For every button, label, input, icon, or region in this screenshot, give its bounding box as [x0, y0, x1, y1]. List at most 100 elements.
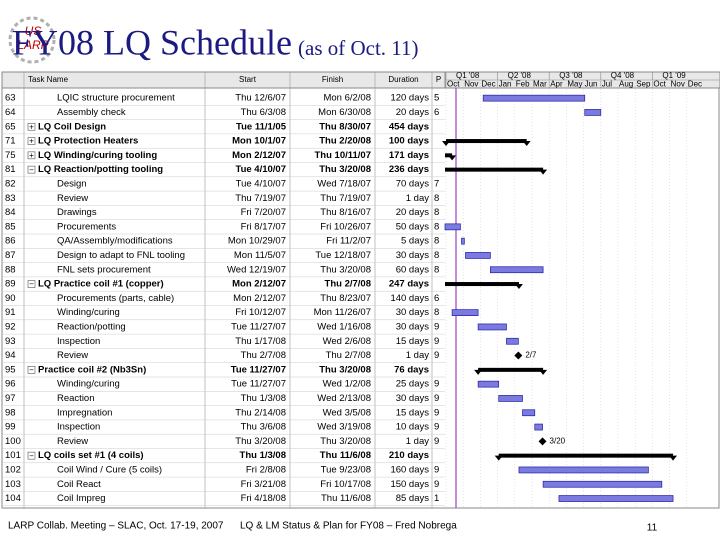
summary-bar: [498, 453, 674, 458]
duration: 5 days: [401, 236, 429, 247]
column-header: Start: [239, 75, 257, 84]
row-id: 95: [5, 364, 16, 375]
predecessor: 7: [434, 178, 439, 189]
row-id: 100: [5, 436, 21, 447]
column-header: P: [436, 75, 441, 84]
summary-end: [448, 155, 457, 161]
logo-text: US: [25, 24, 42, 38]
duration: 247 days: [389, 279, 429, 290]
finish-date: Wed 2/6/08: [323, 336, 371, 347]
start-date: Fri 8/17/07: [241, 221, 286, 232]
month-label: Apr: [550, 80, 563, 89]
quarter-label: Q1 '08: [456, 71, 480, 80]
quarter-label: Q3 '08: [559, 71, 583, 80]
finish-date: Thu 3/20/08: [320, 436, 371, 447]
finish-date: Thu 3/20/08: [320, 264, 371, 275]
finish-date: Tue 12/18/07: [315, 250, 371, 261]
row-id: 98: [5, 407, 16, 418]
footer-center: LQ & LM Status & Plan for FY08 – Fred No…: [240, 521, 457, 532]
start-date: Fri 3/21/08: [241, 479, 286, 490]
task-name: LQ coils set #1 (4 coils): [38, 450, 144, 461]
duration: 236 days: [389, 164, 429, 175]
finish-date: Mon 11/26/07: [314, 307, 371, 318]
predecessor: 8: [434, 236, 439, 247]
outline-box: [27, 451, 36, 460]
month-label: Jan: [499, 80, 512, 89]
row-id: 81: [5, 164, 16, 175]
task-bar: [506, 337, 519, 345]
start-date: Mon 11/5/07: [234, 250, 286, 261]
task-name: LQ Practice coil #1 (copper): [38, 279, 164, 290]
row-id: 93: [5, 336, 16, 347]
row-id: 103: [5, 479, 21, 490]
task-name: Reaction: [57, 393, 95, 404]
task-bar: [498, 395, 523, 402]
month-label: Sep: [636, 80, 651, 89]
duration: 25 days: [396, 379, 430, 390]
row-id: 88: [5, 264, 16, 275]
start-date: Mon 2/12/07: [232, 279, 286, 290]
start-date: Thu 3/20/08: [235, 436, 286, 447]
start-date: Thu 1/3/08: [241, 393, 286, 404]
predecessor: 8: [434, 221, 439, 232]
logo-text: LARP: [17, 38, 48, 52]
row-id: 91: [5, 307, 16, 318]
finish-date: Thu 8/16/07: [320, 207, 371, 218]
task-bar: [518, 466, 649, 474]
month-label: Oct: [447, 80, 460, 89]
finish-date: Thu 11/6/08: [320, 450, 371, 461]
start-date: Thu 6/3/08: [241, 107, 286, 118]
start-date: Wed 12/19/07: [227, 264, 286, 275]
start-date: Mon 2/12/07: [233, 293, 286, 304]
month-label: Feb: [516, 80, 530, 89]
task-name: Coil React: [57, 479, 101, 490]
duration: 30 days: [396, 307, 430, 318]
summary-start: [442, 141, 450, 147]
finish-date: Thu 10/11/07: [314, 150, 371, 161]
task-name: Impregnation: [57, 407, 112, 418]
predecessor: 6: [434, 293, 439, 304]
month-label: Nov: [671, 80, 685, 89]
duration: 1 day: [406, 436, 429, 447]
subtitle: (as of Oct. 11): [298, 36, 419, 60]
summary-bar: [445, 167, 544, 172]
finish-date: Wed 1/2/08: [323, 379, 371, 390]
duration: 120 days: [390, 93, 429, 104]
outline-box: [27, 137, 36, 145]
row-id: 75: [5, 150, 16, 161]
finish-date: Fri 10/17/08: [320, 479, 371, 490]
start-date: Mon 2/12/07: [232, 150, 286, 161]
summary-end: [669, 455, 678, 461]
quarter-label: Q1 '09: [662, 71, 686, 80]
predecessor: 1: [434, 493, 439, 504]
start-date: Thu 7/19/07: [235, 193, 286, 204]
duration: 160 days: [390, 464, 429, 475]
finish-date: Thu 8/30/07: [319, 121, 371, 132]
row-id: 86: [5, 236, 16, 247]
duration: 1 day: [406, 350, 429, 361]
finish-date: Thu 2/20/08: [319, 136, 371, 147]
task-name: Review: [57, 193, 88, 204]
start-date: Thu 2/7/08: [241, 350, 286, 361]
task-bar: [584, 109, 602, 116]
row-id: 84: [5, 207, 16, 218]
outline-box: [27, 122, 36, 131]
summary-end: [514, 284, 523, 290]
task-name: FNL sets procurement: [57, 264, 151, 275]
duration: 60 days: [396, 264, 430, 275]
predecessor: 9: [434, 393, 439, 404]
outline-symbol: −: [29, 165, 34, 174]
duration: 30 days: [396, 393, 430, 404]
task-name: Coil Wind / Cure (5 coils): [57, 464, 162, 475]
predecessor: 8: [434, 264, 439, 275]
task-name: Review: [57, 436, 88, 447]
task-name: Procurements (parts, cable): [57, 293, 174, 304]
start-date: Tue 4/10/07: [235, 164, 286, 175]
row-id: 64: [5, 107, 16, 118]
predecessor: 9: [434, 336, 439, 347]
milestone: [538, 437, 547, 446]
duration: 15 days: [396, 407, 430, 418]
month-label: Oct: [653, 80, 666, 89]
duration: 15 days: [396, 336, 430, 347]
